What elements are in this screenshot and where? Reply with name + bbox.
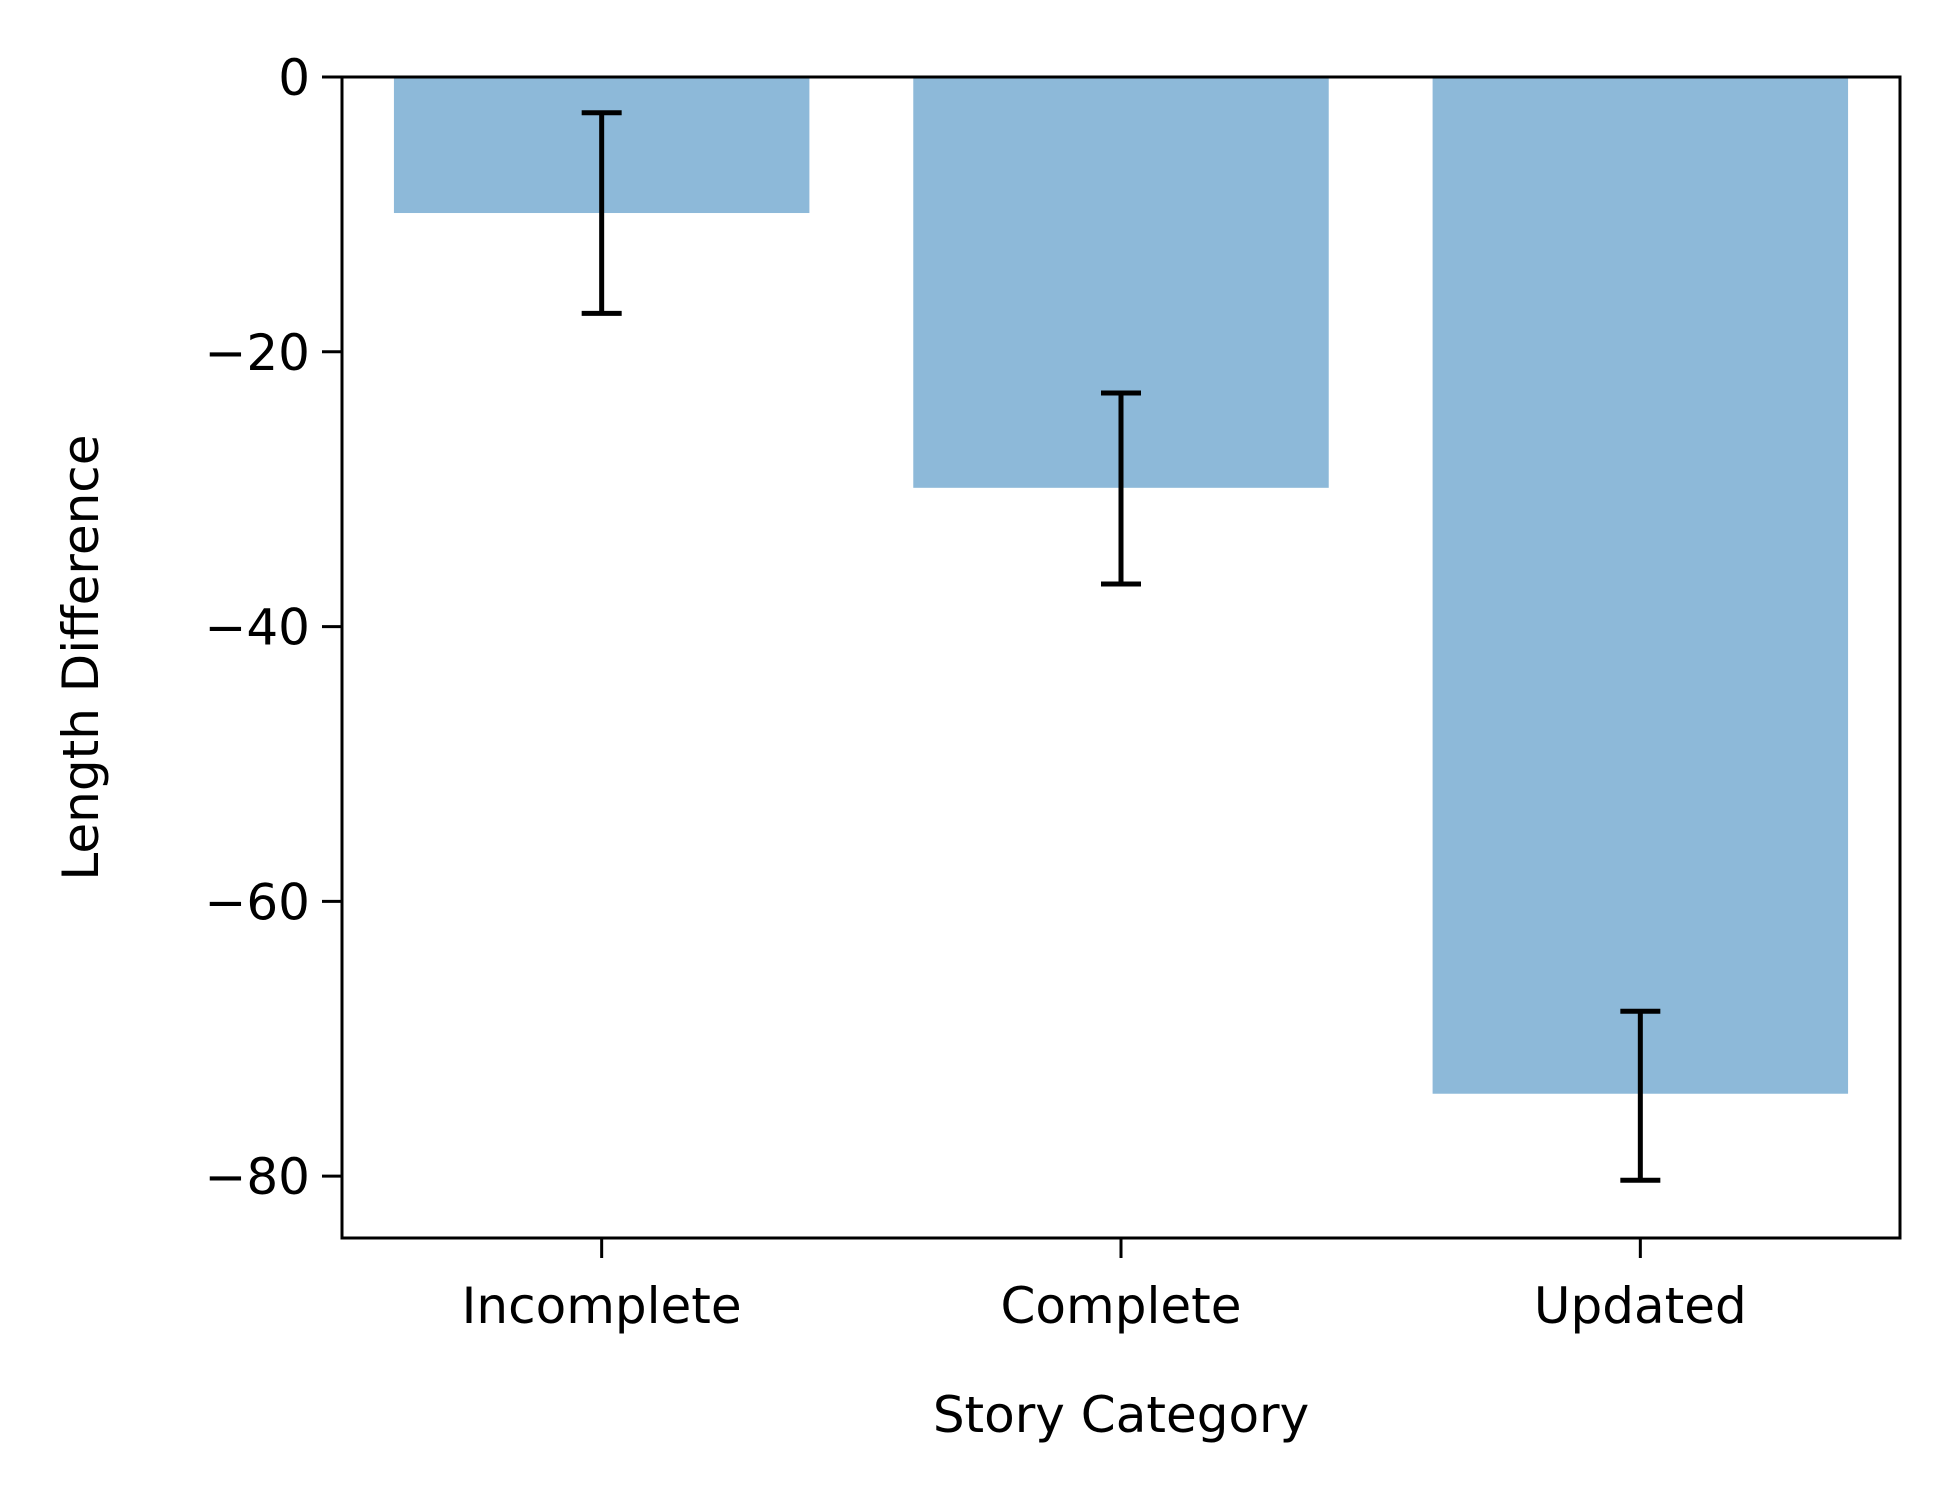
x-tick-label: Complete <box>1001 1277 1242 1335</box>
x-axis: Incomplete Complete Updated <box>462 1238 1747 1335</box>
y-tick-label: 0 <box>278 49 310 107</box>
error-bars-layer <box>581 110 1661 1183</box>
bars-layer <box>393 77 1849 1094</box>
x-axis-label: Story Category <box>933 1386 1309 1444</box>
y-tick-label: −60 <box>204 873 310 931</box>
y-axis: 0 −20 −40 −60 −80 <box>204 49 342 1206</box>
y-tick-label: −20 <box>204 324 310 382</box>
y-axis-label: Length Difference <box>52 434 110 880</box>
x-tick-label: Incomplete <box>462 1277 742 1335</box>
y-tick-label: −40 <box>204 599 310 657</box>
bar-updated <box>1432 77 1849 1094</box>
x-tick-label: Updated <box>1534 1277 1747 1335</box>
y-tick-label: −80 <box>204 1148 310 1206</box>
